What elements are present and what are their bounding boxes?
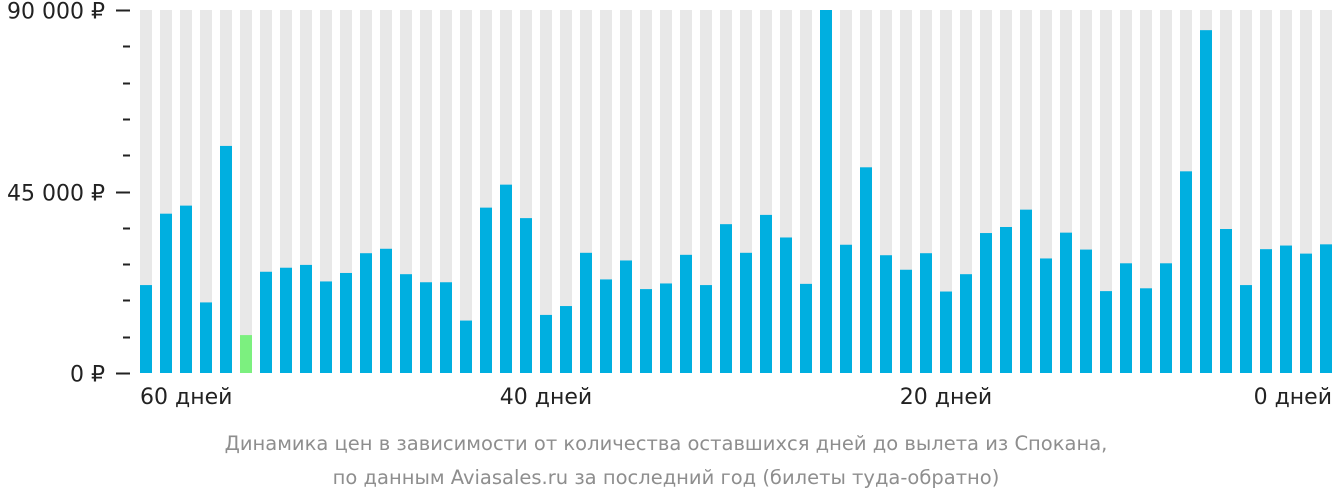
x-tick-label: 20 дней <box>900 385 992 410</box>
chart-caption-line-2: по данным Aviasales.ru за последний год … <box>332 466 1000 489</box>
price-bar[interactable] <box>1240 285 1252 373</box>
price-bar[interactable] <box>360 253 372 373</box>
bar-background <box>1100 10 1112 373</box>
price-bar[interactable] <box>700 285 712 373</box>
price-bar[interactable] <box>520 218 532 373</box>
price-bar[interactable] <box>640 289 652 373</box>
bar-background <box>240 10 252 373</box>
price-bar[interactable] <box>580 252 592 373</box>
y-axis: 0 ₽ 45 000 ₽ 90 000 ₽ <box>7 0 130 388</box>
price-bar[interactable] <box>880 255 892 373</box>
price-bar[interactable] <box>560 306 572 373</box>
price-bar[interactable] <box>680 254 692 373</box>
price-bar[interactable] <box>760 214 772 373</box>
price-bar[interactable] <box>320 281 332 373</box>
price-bars <box>140 10 1332 374</box>
price-bar[interactable] <box>1040 258 1052 373</box>
price-bar[interactable] <box>340 272 352 373</box>
price-bar[interactable] <box>1200 30 1212 374</box>
price-bar[interactable] <box>1080 249 1092 373</box>
x-axis: 60 дней 40 дней 20 дней 0 дней <box>140 385 1332 410</box>
price-bar[interactable] <box>1100 291 1112 373</box>
bar-background <box>660 10 672 373</box>
price-bar[interactable] <box>1120 263 1132 373</box>
bar-background <box>560 10 572 373</box>
price-bar[interactable] <box>800 283 812 373</box>
price-bar[interactable] <box>1220 229 1232 373</box>
price-bar[interactable] <box>460 320 472 373</box>
price-bar-cheapest[interactable] <box>240 335 252 373</box>
bar-background <box>540 10 552 373</box>
bar-background <box>940 10 952 373</box>
y-tick-label: 45 000 ₽ <box>7 182 105 207</box>
price-bar[interactable] <box>1320 244 1332 373</box>
price-bar[interactable] <box>1000 226 1012 373</box>
price-bar[interactable] <box>420 282 432 373</box>
price-bar[interactable] <box>300 264 312 373</box>
price-bar[interactable] <box>820 10 832 373</box>
x-tick-label: 40 дней <box>500 385 592 410</box>
background-columns <box>140 10 1332 373</box>
price-bar[interactable] <box>600 279 612 373</box>
price-bar[interactable] <box>860 167 872 373</box>
price-bar[interactable] <box>220 145 232 373</box>
y-tick-label: 90 000 ₽ <box>7 0 105 25</box>
price-chart: 0 ₽ 45 000 ₽ 90 000 ₽ 60 дней 40 дней 20 дне… <box>7 0 1332 410</box>
price-bar[interactable] <box>1160 263 1172 373</box>
price-bar[interactable] <box>1300 253 1312 373</box>
bar-background <box>1240 10 1252 373</box>
price-bar[interactable] <box>540 314 552 373</box>
bar-background <box>800 10 812 373</box>
price-bar[interactable] <box>260 271 272 373</box>
price-bar[interactable] <box>980 233 992 373</box>
price-bar[interactable] <box>840 244 852 373</box>
bar-background <box>140 10 152 373</box>
y-tick-label: 0 ₽ <box>70 363 105 388</box>
chart-caption-line-1: Динамика цен в зависимости от количества… <box>224 432 1108 455</box>
price-bar[interactable] <box>480 207 492 373</box>
price-bar[interactable] <box>200 302 212 373</box>
price-bar[interactable] <box>960 274 972 373</box>
price-bar[interactable] <box>400 274 412 373</box>
price-bar[interactable] <box>1060 232 1072 373</box>
price-bar[interactable] <box>1260 249 1272 373</box>
price-bar[interactable] <box>280 267 292 373</box>
price-bar[interactable] <box>780 237 792 373</box>
price-bar[interactable] <box>900 269 912 373</box>
price-bar[interactable] <box>1020 209 1032 373</box>
bar-background <box>700 10 712 373</box>
price-bar[interactable] <box>500 184 512 373</box>
bar-background <box>640 10 652 373</box>
price-bar[interactable] <box>440 282 452 373</box>
x-tick-label: 0 дней <box>1254 385 1332 410</box>
price-bar[interactable] <box>1280 245 1292 373</box>
price-bar[interactable] <box>740 252 752 373</box>
bar-background <box>1140 10 1152 373</box>
bar-background <box>200 10 212 373</box>
price-bar[interactable] <box>1140 288 1152 373</box>
price-bar[interactable] <box>660 283 672 373</box>
price-bar[interactable] <box>620 260 632 373</box>
price-bar[interactable] <box>380 248 392 373</box>
price-bar[interactable] <box>1180 171 1192 373</box>
price-bar[interactable] <box>180 205 192 373</box>
price-bar[interactable] <box>920 253 932 373</box>
bar-background <box>460 10 472 373</box>
price-bar[interactable] <box>140 285 152 373</box>
price-bar[interactable] <box>940 291 952 373</box>
price-bar[interactable] <box>720 224 732 373</box>
price-bar[interactable] <box>160 213 172 373</box>
x-tick-label: 60 дней <box>140 385 232 410</box>
